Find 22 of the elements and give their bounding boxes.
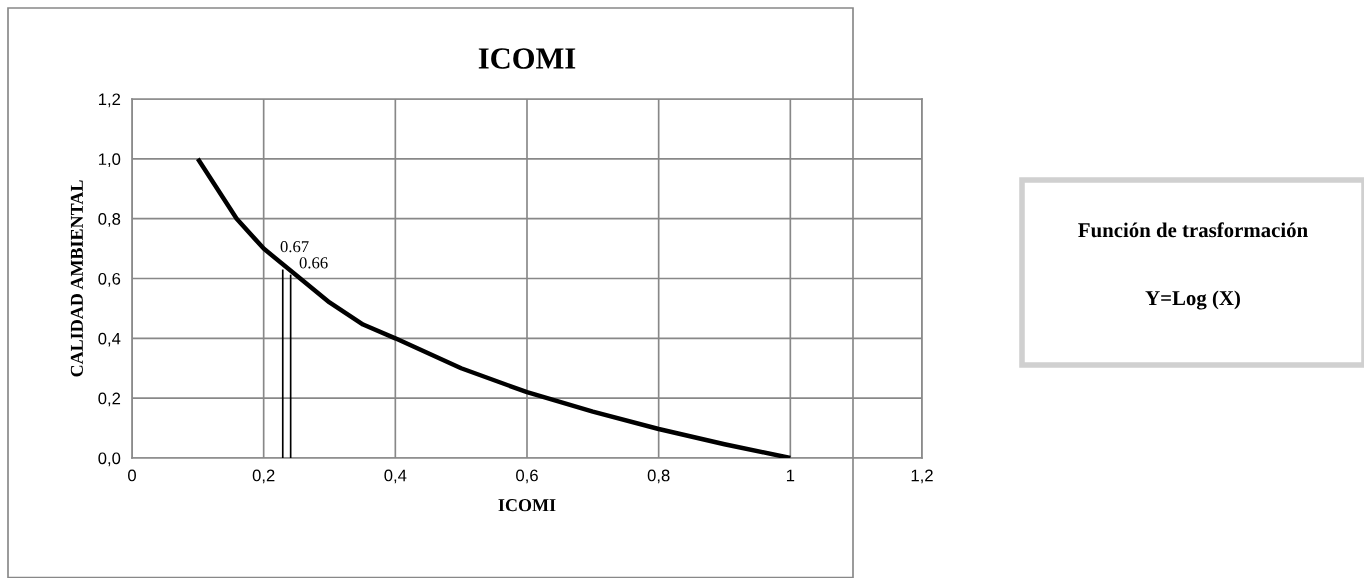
y-tick-label: 1,2 <box>98 93 121 108</box>
annotation: 0.66 <box>299 257 328 269</box>
y-tick-label: 0,4 <box>98 332 121 347</box>
x-tick-label: 1,2 <box>911 469 933 484</box>
y-tick-label: 0,2 <box>98 392 121 407</box>
y-axis-title: CALIDAD AMBIENTAL <box>70 180 83 377</box>
text: Función de trasformación <box>1078 222 1308 238</box>
line-series <box>195 156 793 458</box>
y-tick-label: 0,0 <box>98 452 121 467</box>
x-tick-label: 0,8 <box>647 469 670 484</box>
x-tick-label: 0 <box>128 469 136 482</box>
x-axis-title: ICOMI <box>498 499 556 512</box>
y-tick-label: 0,6 <box>98 272 121 287</box>
annotation: 0.67 <box>280 241 309 253</box>
x-tick-label: 0,6 <box>516 469 538 484</box>
x-tick-label: 0,4 <box>384 469 407 484</box>
x-tick-label: 0,2 <box>252 469 275 484</box>
x-tick-label: 1 <box>786 469 795 482</box>
y-tick-label: 1,0 <box>98 153 121 168</box>
chart-title: ICOMI <box>478 48 576 69</box>
y-tick-label: 0,8 <box>98 213 121 227</box>
text: Y=Log (X) <box>1145 290 1240 310</box>
